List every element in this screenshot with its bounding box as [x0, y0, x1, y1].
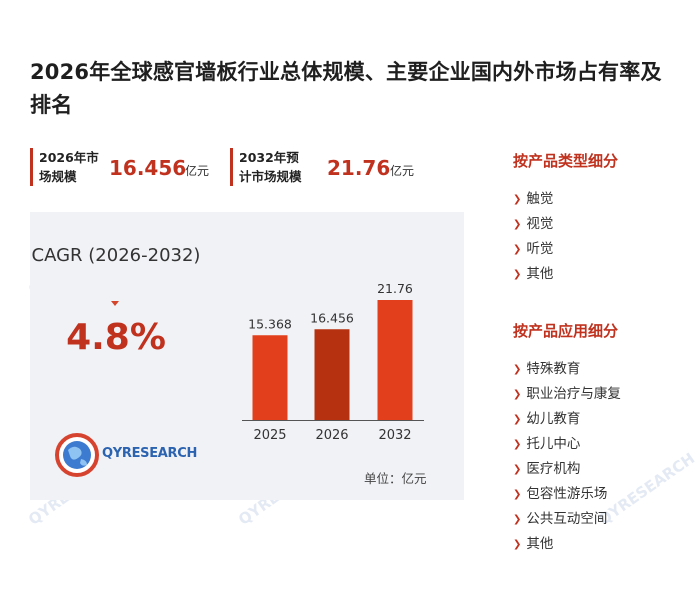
data-label: 15.368 [248, 316, 292, 331]
list-item: ❯ 包容性游乐场 [513, 482, 621, 507]
list-item-label: 触觉 [526, 191, 554, 207]
bar-2026 [314, 329, 350, 420]
list-item-label: 其他 [526, 536, 554, 552]
by-application-heading: 按产品应用细分 [513, 322, 619, 340]
company-logo: QYRESEARCH [54, 432, 197, 478]
list-item-label: 托儿中心 [526, 436, 581, 452]
page-title: 2026年全球感官墙板行业总体规模、主要企业国内外市场占有率及排名 [30, 60, 662, 117]
stat-unit: 亿元 [390, 164, 415, 178]
chevron-right-icon: ❯ [513, 489, 522, 500]
list-item: ❯ 幼儿教育 [513, 407, 621, 432]
chevron-right-icon: ❯ [513, 269, 522, 280]
stat-label: 2026年市场规模 [39, 150, 99, 184]
list-item: ❯ 其他 [513, 532, 621, 557]
list-item-label: 其他 [526, 266, 554, 282]
list-item-label: 医疗机构 [526, 461, 581, 477]
cagr-value: 4.8% [66, 317, 166, 358]
list-item: ❯ 职业治疗与康复 [513, 382, 621, 407]
down-triangle-icon [111, 301, 119, 306]
data-label: 16.456 [310, 310, 354, 325]
chevron-right-icon: ❯ [513, 414, 522, 425]
chevron-right-icon: ❯ [513, 364, 522, 375]
list-item: ❯ 其他 [513, 262, 553, 287]
list-item-label: 公共互动空间 [526, 511, 608, 527]
bar-2025 [252, 335, 288, 420]
logo-text: QYRESEARCH [102, 446, 198, 461]
stat-market-size-2026: 2026年市场规模 16.456 亿元 [30, 148, 229, 186]
chevron-right-icon: ❯ [513, 244, 522, 255]
list-item: ❯ 托儿中心 [513, 432, 621, 457]
x-tick-label: 2032 [378, 428, 411, 443]
stat-unit: 亿元 [185, 164, 210, 178]
x-tick-label: 2026 [315, 428, 348, 443]
list-item-label: 职业治疗与康复 [526, 386, 621, 402]
by-type-list: ❯ 触觉 ❯ 视觉 ❯ 听觉 ❯ 其他 [513, 187, 553, 287]
list-item-label: 幼儿教育 [526, 411, 581, 427]
chevron-right-icon: ❯ [513, 514, 522, 525]
data-label: 21.76 [377, 281, 413, 296]
stat-value: 16.456 [109, 156, 187, 180]
list-item: ❯ 触觉 [513, 187, 553, 212]
list-item: ❯ 公共互动空间 [513, 507, 621, 532]
list-item: ❯ 医疗机构 [513, 457, 621, 482]
by-application-list: ❯ 特殊教育 ❯ 职业治疗与康复 ❯ 幼儿教育 ❯ 托儿中心 ❯ 医疗机构 ❯ 包容性游乐场 ❯ 公共互动… [513, 357, 621, 557]
bar-2032 [377, 300, 413, 420]
bar-chart: 15.368 2025 16.456 2026 21.76 2032 [242, 281, 424, 443]
stat-value: 21.76 [327, 156, 391, 180]
by-type-heading: 按产品类型细分 [513, 152, 619, 170]
list-item-label: 视觉 [526, 216, 554, 232]
chevron-right-icon: ❯ [513, 539, 522, 550]
list-item-label: 特殊教育 [526, 361, 581, 377]
list-item: ❯ 视觉 [513, 212, 553, 237]
chevron-right-icon: ❯ [513, 219, 522, 230]
globe-icon [55, 433, 99, 477]
chart-panel: CAGR (2026-2032) 4.8% QYRESEARCH 15.368 2… [30, 212, 464, 500]
chevron-right-icon: ❯ [513, 464, 522, 475]
cagr-label: CAGR (2026-2032) [31, 245, 201, 266]
stat-market-size-2032: 2032年预计市场规模 21.76 亿元 [230, 148, 439, 186]
chevron-right-icon: ❯ [513, 389, 522, 400]
list-item-label: 听觉 [526, 241, 554, 257]
list-item: ❯ 听觉 [513, 237, 553, 262]
list-item: ❯ 特殊教育 [513, 357, 621, 382]
x-tick-label: 2025 [253, 428, 286, 443]
list-item-label: 包容性游乐场 [526, 486, 608, 502]
chevron-right-icon: ❯ [513, 439, 522, 450]
unit-note: 单位：亿元 [364, 471, 427, 486]
chevron-right-icon: ❯ [513, 194, 522, 205]
stat-label: 2032年预计市场规模 [239, 150, 302, 184]
